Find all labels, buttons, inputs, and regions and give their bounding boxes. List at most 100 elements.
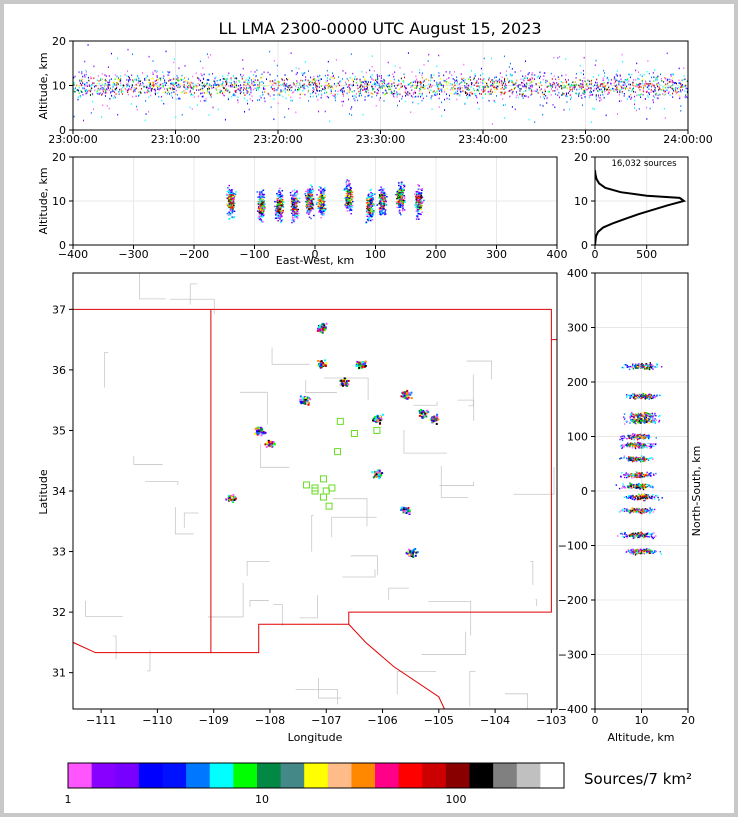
ew-source-point — [346, 203, 348, 205]
time-source-point — [530, 85, 532, 88]
time-source-point — [135, 87, 137, 90]
time-source-point — [493, 88, 495, 91]
time-source-point — [81, 78, 83, 81]
time-source-point — [459, 82, 461, 84]
time-source-point — [610, 88, 612, 91]
time-source-point — [465, 86, 467, 89]
time-source-point — [412, 84, 414, 87]
ew-source-point — [311, 201, 314, 203]
ew-source-point — [398, 196, 401, 198]
time-source-point — [341, 78, 343, 80]
ew-ylabel: Altitude, km — [37, 167, 50, 234]
time-source-point — [402, 80, 404, 82]
plan-source-point — [266, 441, 269, 444]
time-source-point — [438, 106, 440, 108]
ew-source-point — [366, 215, 369, 218]
time-source-point — [580, 83, 582, 85]
time-source-point — [654, 93, 656, 96]
time-source-point — [335, 95, 337, 98]
time-source-point — [167, 89, 169, 92]
time-source-point — [299, 93, 301, 96]
county-line — [273, 604, 283, 626]
ew-source-point — [291, 197, 293, 199]
ew-source-point — [378, 208, 381, 210]
time-source-point — [503, 81, 505, 84]
ew-source-point — [383, 203, 385, 205]
time-source-point — [388, 84, 390, 87]
ew-source-point — [307, 192, 309, 194]
time-source-point — [78, 71, 80, 73]
ew-source-point — [308, 193, 311, 195]
time-source-point — [609, 82, 611, 84]
time-source-point — [414, 80, 416, 82]
plan-source-point — [263, 432, 266, 435]
ew-source-point — [311, 197, 313, 200]
time-source-point — [264, 91, 266, 93]
time-source-point — [597, 94, 599, 97]
ew-source-point — [231, 199, 234, 202]
time-source-point — [82, 75, 84, 78]
time-source-point — [591, 79, 593, 82]
ew-source-point — [366, 213, 369, 215]
time-source-point — [283, 82, 285, 84]
time-source-point — [109, 84, 111, 86]
time-source-point — [584, 91, 586, 94]
time-source-point — [662, 93, 664, 95]
time-source-point — [536, 88, 538, 90]
time-source-point — [296, 72, 298, 74]
time-source-point — [148, 110, 150, 113]
hist-x-ticks: 0 500 — [592, 245, 657, 261]
time-source-point — [105, 80, 107, 82]
time-source-point — [262, 93, 264, 96]
ew-source-point — [350, 197, 353, 199]
time-source-point — [235, 86, 237, 88]
ew-source-point — [403, 185, 406, 188]
ew-source-point — [310, 199, 313, 201]
time-source-point — [292, 91, 294, 94]
time-source-point — [469, 94, 471, 97]
time-source-point — [169, 87, 171, 90]
time-source-point — [308, 89, 310, 92]
time-source-point — [643, 84, 645, 87]
ew-source-point — [371, 205, 373, 207]
time-source-point — [354, 99, 356, 102]
ew-source-point — [400, 205, 403, 207]
time-source-point — [210, 53, 212, 56]
ew-source-point — [293, 205, 296, 207]
ew-source-point — [281, 198, 284, 201]
time-source-point — [413, 91, 415, 94]
time-source-point — [152, 83, 154, 85]
time-source-point — [521, 81, 523, 84]
time-source-point — [644, 85, 646, 87]
time-source-point — [652, 84, 654, 87]
ew-source-point — [231, 195, 233, 197]
time-source-point — [214, 80, 216, 83]
time-source-point — [109, 79, 111, 82]
ew-source-point — [370, 188, 373, 191]
time-source-point — [423, 80, 425, 82]
ew-source-point — [305, 205, 308, 207]
time-source-point — [674, 90, 676, 93]
time-source-point — [416, 80, 418, 82]
time-source-point — [342, 91, 344, 94]
time-source-point — [602, 79, 604, 82]
time-source-point — [162, 86, 164, 88]
time-source-point — [250, 86, 252, 88]
time-source-point — [555, 93, 557, 95]
time-source-point — [551, 88, 553, 90]
time-source-point — [145, 113, 147, 115]
time-source-point — [186, 88, 188, 90]
ew-source-point — [422, 201, 424, 203]
time-source-point — [659, 83, 661, 86]
county-line — [331, 516, 377, 538]
hist-y-tick-label: 10 — [574, 195, 588, 208]
time-source-point — [626, 81, 628, 84]
time-source-point — [277, 87, 279, 89]
time-source-point — [616, 79, 618, 82]
time-source-point — [162, 85, 164, 87]
time-source-point — [650, 89, 652, 91]
ew-source-point — [280, 215, 283, 217]
time-source-point — [495, 86, 497, 89]
time-source-point — [302, 74, 304, 77]
time-source-point — [491, 84, 493, 87]
